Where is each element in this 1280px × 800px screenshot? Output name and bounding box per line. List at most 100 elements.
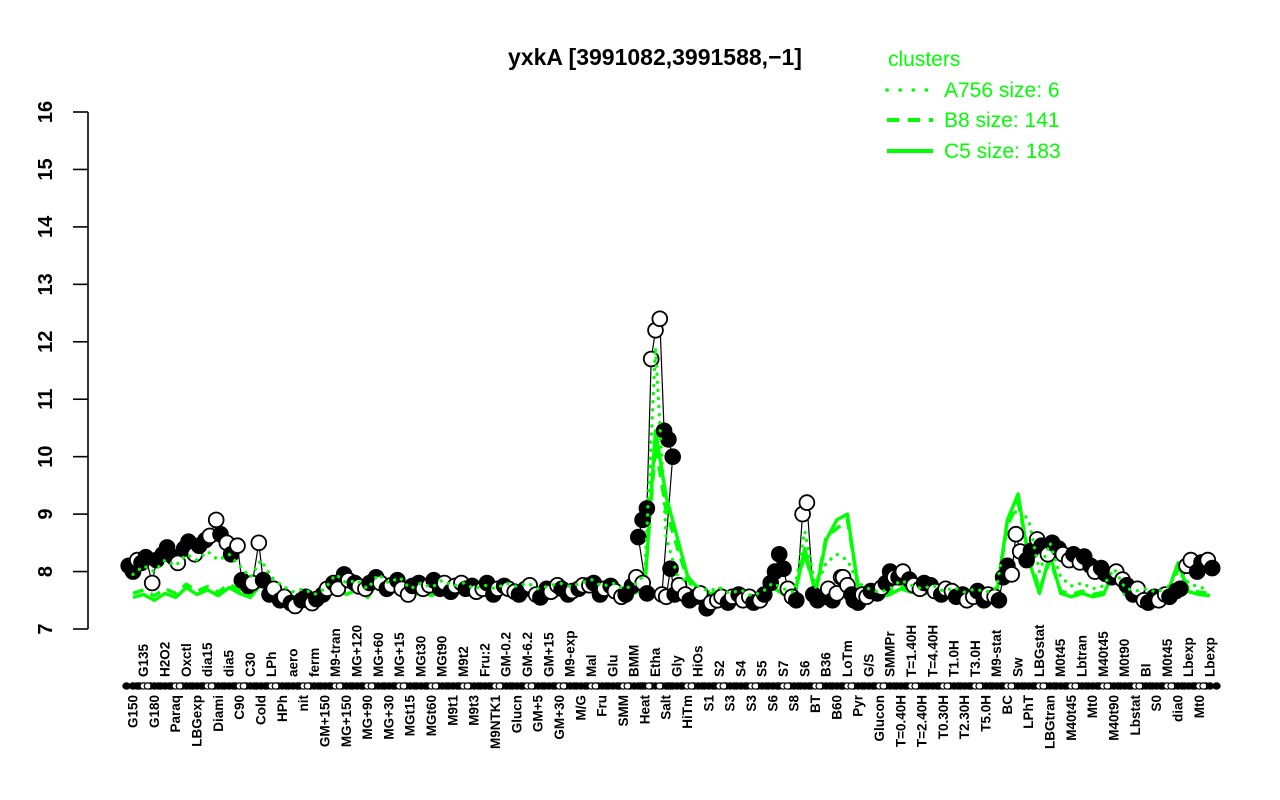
x-axis-label: Sw: [1011, 657, 1026, 677]
legend-item-b8: B8 size: 141: [944, 109, 1060, 132]
x-axis-label: M40t45: [1096, 631, 1111, 677]
x-axis-label: Glucon: [872, 695, 887, 742]
x-axis-label: T=2.40H: [915, 695, 930, 747]
x-axis-label: Oxctl: [179, 643, 194, 677]
x-axis-label: LPh: [264, 652, 279, 678]
x-axis-label: dia5: [221, 649, 236, 677]
x-axis-label: Mt0: [1192, 695, 1207, 718]
y-axis-tick-label: 11: [35, 389, 57, 410]
legend-item-c5: C5 size: 183: [944, 140, 1061, 163]
x-axis-label: S2: [712, 660, 727, 677]
y-axis-tick-label: 13: [35, 273, 57, 295]
x-axis-label: T=1.40H: [904, 625, 919, 677]
x-axis-label: Glucn: [509, 695, 524, 733]
data-point-open: [229, 537, 246, 554]
x-axis-label: M9t3: [467, 695, 482, 726]
x-axis-label: nit: [296, 695, 311, 712]
y-axis-tick-label: 8: [35, 566, 57, 577]
x-axis-label: Lbexp: [1203, 637, 1218, 677]
x-axis-label: LBGstat: [1032, 624, 1047, 677]
legend: clusters A756 size: 6 B8 size: 141 C5 si…: [885, 48, 1061, 163]
x-axis-label: Diami: [211, 695, 226, 732]
x-axis-label: S3: [744, 695, 759, 712]
x-axis-label: T0.30H: [936, 695, 951, 739]
x-axis-label: MGt90: [435, 636, 450, 677]
data-point-filled: [629, 528, 647, 546]
x-axis-label: MG+90: [360, 695, 375, 740]
x-axis-label: MG+60: [371, 632, 386, 677]
x-axis-label: LPhT: [1021, 694, 1036, 728]
x-axis-label: HiOs: [691, 645, 706, 677]
x-axis-label: S1: [701, 695, 716, 712]
axis-replicate-dot: [1212, 682, 1221, 690]
x-axis-label: GM-6.2: [520, 632, 535, 677]
y-axis-tick-label: 16: [35, 101, 57, 123]
x-axis-label: Glu: [605, 655, 620, 678]
x-axis-label: M/G: [573, 695, 588, 721]
y-axis-tick-label: 14: [35, 215, 57, 238]
data-point-filled: [1203, 559, 1221, 577]
x-axis-label: LBGexp: [189, 695, 204, 747]
x-axis-label: Etha: [648, 647, 663, 677]
x-axis-label: SMMPr: [883, 631, 898, 678]
x-axis-label: T=4.40H: [925, 625, 940, 677]
x-axis-label: GM+5: [531, 695, 546, 733]
x-axis-label: S4: [733, 660, 748, 677]
data-point-filled: [775, 560, 792, 577]
x-axis-label: Fru: [595, 695, 610, 717]
x-axis-label: GM+15: [541, 632, 556, 677]
data-point-filled: [664, 448, 681, 466]
x-axis-label: T2.30H: [957, 695, 972, 739]
x-axis-label: Lbexp: [1181, 637, 1196, 677]
x-axis-label: Lbtran: [1075, 635, 1090, 677]
y-axis-tick-label: 10: [35, 446, 57, 468]
x-axis-label: BMM: [627, 645, 642, 677]
x-axis-label: H2O2: [157, 642, 172, 677]
x-axis-label: MG+120: [349, 625, 364, 677]
legend-item-a756: A756 size: 6: [944, 79, 1060, 102]
x-axis-label: B60: [829, 695, 844, 720]
data-point-filled: [254, 571, 272, 589]
x-axis-label: Mal: [584, 654, 599, 677]
x-axis-label: T5.0H: [979, 695, 994, 732]
x-axis-label: S7: [776, 660, 791, 677]
x-axis-label: M0t90: [1117, 639, 1132, 677]
x-axis-label: SMM: [616, 695, 631, 727]
x-axis-label: M9t1: [445, 695, 460, 726]
x-axis-label: HiTm: [680, 695, 695, 729]
x-axis-label: M9-tran: [328, 628, 343, 677]
legend-header: clusters: [888, 48, 960, 71]
x-axis-label: M9-stat: [989, 629, 1004, 677]
x-axis-label: S5: [755, 660, 770, 677]
data-point-open: [143, 574, 161, 592]
x-axis-label: T=0.40H: [893, 695, 908, 747]
x-axis-label: Heat: [637, 695, 652, 725]
y-axis-tick-label: 7: [35, 623, 57, 634]
x-axis-label: G180: [147, 695, 162, 728]
x-axis-label: Pyr: [851, 694, 866, 717]
x-axis-label: ferm: [307, 648, 322, 677]
data-point-filled: [660, 431, 677, 448]
x-axis-label: S6: [797, 660, 812, 677]
x-axis-label: BI: [1139, 664, 1154, 678]
x-axis-label: MGt15: [403, 695, 418, 737]
y-axis-tick-label: 15: [35, 158, 57, 180]
data-point-open: [798, 494, 816, 511]
data-point-open: [1007, 525, 1025, 543]
x-axis-label: C90: [232, 695, 247, 720]
data-point-filled: [990, 591, 1008, 609]
x-axis-label: Cold: [253, 695, 268, 725]
x-axis-label: M9-exp: [563, 630, 578, 677]
data-point-filled: [638, 585, 656, 602]
plot-area: 7 8 9 10 11 12 13 14 15 16 G150 G135 G180 H2O2 Paraq Ox…: [35, 101, 1221, 749]
x-axis-label: M9t2: [456, 646, 471, 677]
x-axis-label: Paraq: [168, 695, 183, 733]
x-axis-label: LBGtran: [1043, 695, 1058, 749]
x-axis-label: S0: [1149, 695, 1164, 712]
x-axis-label: GM-0.2: [499, 632, 514, 677]
x-axis-label: B36: [819, 652, 834, 677]
x-axis-label: Gly: [669, 655, 684, 677]
y-axis-tick-label: 12: [35, 331, 57, 353]
x-axis-label: T1.0H: [947, 640, 962, 677]
